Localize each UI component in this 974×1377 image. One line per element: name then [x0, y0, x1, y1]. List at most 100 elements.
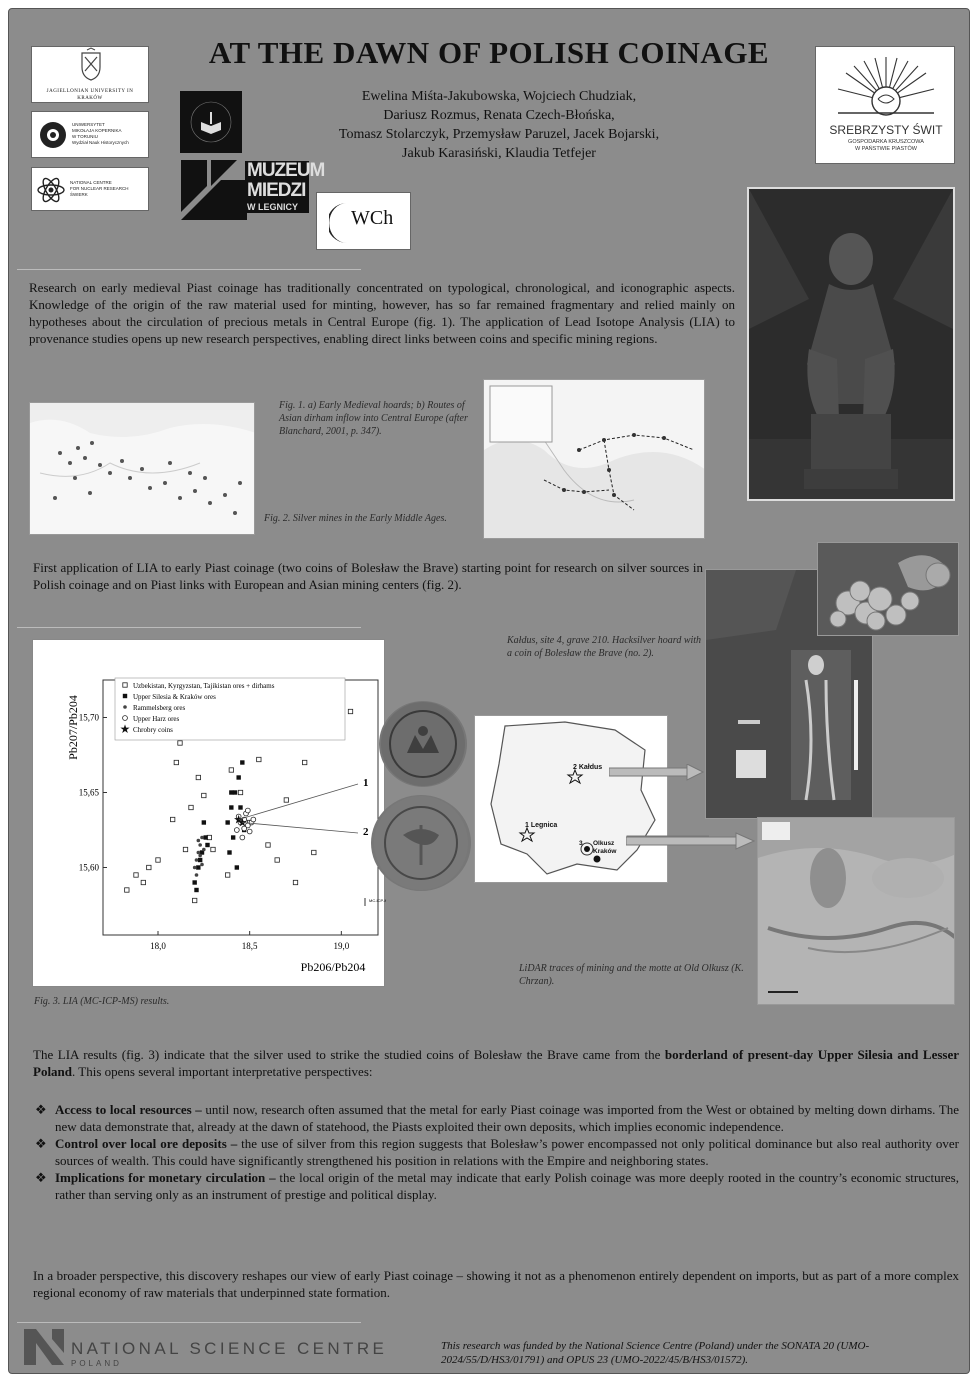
- muzeum-line-1: MUZEUM: [247, 160, 325, 181]
- data-point-uzbek: [140, 879, 146, 886]
- data-point-silesia: [192, 880, 197, 885]
- authors-line-1: Ewelina Miśta-Jakubowska, Wojciech Chudz…: [361, 89, 637, 104]
- ncbj-line-3: ŚWIERK: [70, 192, 88, 197]
- data-point-silesia: [122, 693, 128, 699]
- lidar-caption: LiDAR traces of mining and the motte at …: [519, 963, 744, 987]
- bullet-ore-deposits: ❖ Control over local ore deposits – the u…: [33, 1135, 959, 1169]
- authors-line-2: Dariusz Rozmus, Renata Czech-Błońska,: [383, 108, 615, 123]
- coin-2-icon: [374, 796, 468, 890]
- coin-2-label: 2: [363, 826, 369, 838]
- data-point-silesia: [196, 865, 201, 870]
- coin-1-label: 1: [363, 777, 369, 789]
- data-point-silesia: [197, 857, 203, 863]
- arrow-olkusz: [626, 832, 756, 850]
- diamond-bullet-icon: ❖: [35, 1102, 47, 1117]
- data-point-coin: ★: [120, 722, 131, 736]
- data-point-uzbek: [182, 846, 189, 853]
- intro-text: Research on early medieval Piast coinage…: [29, 280, 735, 346]
- atom-icon: [37, 177, 65, 203]
- jagiellonian-logo: JAGIELLONIAN UNIVERSITY IN KRAKÓW: [31, 46, 149, 103]
- crescent-icon: [329, 203, 347, 243]
- lidar-image: [757, 817, 955, 1005]
- bullet-monetary-circulation: ❖ Implications for monetary circulation –…: [33, 1169, 959, 1203]
- data-point-uzbek: [292, 879, 299, 886]
- bullet-3-text: the local origin of the metal may indica…: [55, 1170, 959, 1202]
- legend-box: [114, 677, 346, 741]
- data-point-rammelsberg: [194, 858, 199, 862]
- silver-mines-map: [29, 402, 255, 535]
- hoard-image: [818, 543, 958, 635]
- routes-map-image: [484, 385, 704, 538]
- srebrzysty-swit-logo: SREBRZYSTY ŚWIT GOSPODARKA KRUSZCOWA W P…: [815, 46, 955, 164]
- conclusion-text: In a broader perspective, this discovery…: [33, 1268, 959, 1300]
- legend-label: Upper Silesia & Kraków ores: [133, 693, 216, 701]
- map-num-2: 2: [573, 764, 577, 771]
- bullet-2-title: Control over local ore deposits –: [55, 1136, 238, 1151]
- data-point-uzbek: [237, 789, 244, 796]
- data-point-uzbek: [124, 887, 130, 893]
- divider-1: [17, 269, 361, 270]
- data-point-uzbek: [225, 872, 231, 878]
- data-point-uzbek: [133, 872, 139, 878]
- coin-1-pointer: [238, 783, 359, 820]
- data-point-rammelsberg: [194, 873, 199, 877]
- ncn-name: NATIONAL SCIENCE CENTRE: [71, 1339, 388, 1358]
- statue-image: [749, 189, 953, 499]
- data-point-silesia: [203, 835, 208, 840]
- wch-text: WCh: [351, 207, 394, 229]
- kaldus-caption: Kałdus, site 4, grave 210. Hacksilver ho…: [507, 635, 702, 659]
- poland-outline-image: [490, 721, 656, 875]
- legnica-star-icon: [518, 826, 536, 843]
- archaeology-institute-logo: [180, 91, 242, 153]
- bullet-3-title: Implications for monetary circulation –: [55, 1170, 276, 1185]
- divider-3: [17, 1322, 361, 1323]
- ncbj-line-2: FOR NUCLEAR RESEARCH: [70, 186, 129, 191]
- coin-2-pointer: [242, 822, 359, 834]
- map-label-krakow: Kraków: [593, 848, 617, 855]
- muzeum-line-2: MIEDZI: [247, 180, 306, 201]
- data-point-harz: [246, 828, 253, 835]
- data-point-rammelsberg: [198, 843, 202, 847]
- umk-emblem-icon: [40, 122, 66, 148]
- fig2-caption: Fig. 2. Silver mines in the Early Middle…: [264, 513, 447, 524]
- results-pre: The LIA results (fig. 3) indicate that t…: [33, 1047, 665, 1062]
- data-point-silesia: [199, 850, 205, 855]
- ncn-country: POLAND: [71, 1359, 122, 1368]
- bullet-2-text: the use of silver from this region sugge…: [55, 1136, 959, 1168]
- x-axis-label: Pb206/Pb204: [301, 960, 366, 974]
- data-point-uzbek: [146, 864, 152, 871]
- data-point-uzbek: [347, 708, 354, 715]
- data-point-silesia: [230, 835, 236, 840]
- diamond-bullet-icon: ❖: [35, 1136, 47, 1151]
- y-tick-label: 15,65: [79, 788, 100, 798]
- legend-label: Chrobry coins: [133, 726, 173, 734]
- ncn-logo-icon: [24, 1329, 64, 1365]
- poster-title: AT THE DAWN OF POLISH COINAGE: [208, 35, 770, 70]
- ncbj-logo: NATIONAL CENTRE FOR NUCLEAR RESEARCH ŚWI…: [31, 167, 149, 211]
- arrow-to-kaldus-icon: [609, 764, 705, 781]
- data-point-rammelsberg: [123, 705, 127, 709]
- y-tick-label: 15,70: [79, 713, 100, 723]
- umk-line-2: MIKOŁAJA KOPERNIKA: [72, 128, 122, 133]
- dirham-routes-map: [483, 379, 705, 539]
- data-point-uzbek: [177, 740, 183, 746]
- data-point-silesia: [240, 760, 245, 765]
- data-point-harz: [234, 827, 240, 833]
- data-point-uzbek: [274, 857, 280, 863]
- data-point-rammelsberg: [198, 853, 202, 858]
- x-tick-label: 18,5: [242, 941, 258, 951]
- data-point-harz: [250, 816, 257, 823]
- data-point-uzbek: [173, 759, 179, 766]
- x-tick-label: 18,0: [150, 941, 166, 951]
- diamond-bullet-icon: ❖: [35, 1170, 47, 1185]
- data-point-silesia: [229, 805, 234, 810]
- authors-line-3: Tomasz Stolarczyk, Przemysław Paruzel, J…: [338, 127, 660, 142]
- data-point-uzbek: [283, 797, 289, 803]
- data-point-rammelsberg: [200, 835, 204, 840]
- data-point-uzbek: [201, 792, 207, 799]
- data-point-rammelsberg: [196, 838, 201, 843]
- data-point-silesia: [238, 805, 243, 810]
- umk-line-1: UNIWERSYTET: [72, 122, 105, 127]
- umk-line-4: Wydział Nauk Historycznych: [72, 140, 129, 145]
- muzeum-line-3: W LEGNICY: [247, 202, 298, 212]
